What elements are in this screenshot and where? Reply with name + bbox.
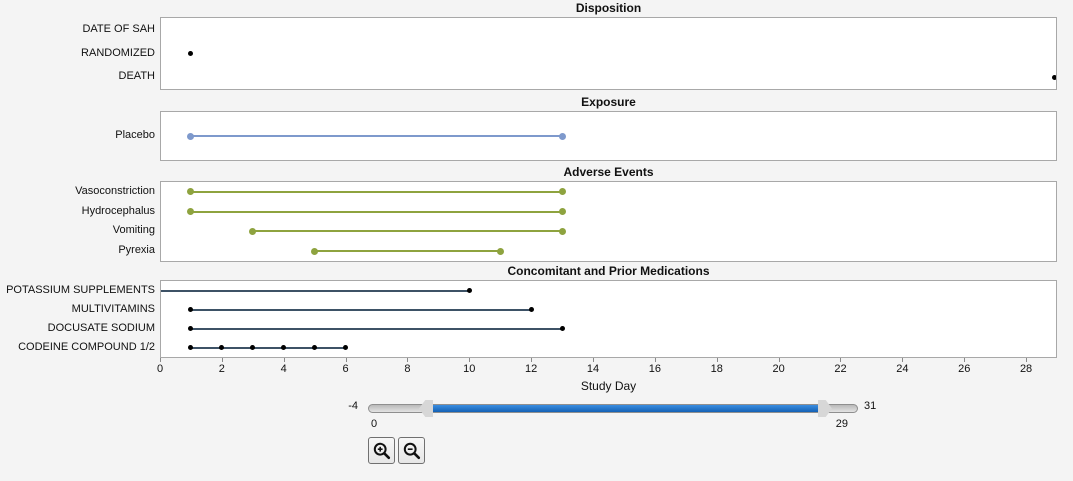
row-label-multivitamins: MULTIVITAMINS (71, 302, 155, 315)
x-axis-title: Study Day (580, 379, 637, 393)
row-label-hydrocephalus: Hydrocephalus (81, 204, 155, 217)
axis-tick-label: 26 (958, 363, 971, 375)
panel-title-disposition: Disposition (575, 1, 642, 15)
axis-tick-label: 0 (156, 363, 164, 375)
zoom-toolbar (368, 437, 425, 464)
axis-tick (593, 358, 595, 362)
timeline-point-hydrocephalus[interactable] (558, 208, 566, 216)
axis-tick (964, 358, 966, 362)
axis-tick (345, 358, 347, 362)
axis-tick-label: 20 (772, 363, 785, 375)
timeline-point-pyrexia[interactable] (496, 247, 504, 255)
timeline-point-randomized[interactable] (188, 51, 194, 56)
timeline-point-codeine-compound-1-2[interactable] (312, 345, 318, 350)
slider-left-handle[interactable] (419, 400, 433, 417)
timeline-point-codeine-compound-1-2[interactable] (281, 345, 287, 350)
axis-tick-label: 22 (834, 363, 847, 375)
axis-tick-label: 2 (218, 363, 225, 375)
timeline-point-codeine-compound-1-2[interactable] (343, 345, 349, 350)
axis-tick (531, 358, 533, 362)
zoom-out-button[interactable] (398, 437, 425, 464)
axis-tick (902, 358, 904, 362)
timeline-bar-vasoconstriction[interactable] (190, 190, 563, 193)
axis-tick (160, 358, 161, 362)
timeline-point-vomiting[interactable] (558, 227, 566, 235)
axis-tick (407, 358, 409, 362)
slider-min-label: -4 (348, 400, 358, 412)
timeline-point-placebo[interactable] (558, 132, 566, 140)
axis-tick-label: 4 (280, 363, 287, 375)
panel-title-adverse-events: Adverse Events (563, 165, 654, 179)
slider-track[interactable] (368, 400, 858, 417)
axis-tick (716, 358, 718, 362)
row-label-codeine-compound-1-2: CODEINE COMPOUND 1/2 (18, 340, 155, 353)
axis-tick-label: 16 (648, 363, 662, 375)
axis-tick-label: 6 (342, 363, 349, 375)
row-label-docusate-sodium: DOCUSATE SODIUM (47, 321, 155, 334)
slider-low-value: 0 (371, 418, 378, 430)
timeline-point-codeine-compound-1-2[interactable] (219, 345, 225, 350)
timeline-bar-vomiting[interactable] (252, 230, 563, 233)
panel-disposition (160, 17, 1057, 90)
axis-tick (221, 358, 223, 362)
axis-tick-label: 18 (710, 363, 723, 375)
timeline-point-potassium-supplements[interactable] (466, 288, 472, 293)
row-label-death: DEATH (118, 70, 155, 83)
panel-title-concomitant-and-prior-medications: Concomitant and Prior Medications (507, 264, 710, 278)
timeline-point-vasoconstriction[interactable] (187, 188, 195, 196)
timeline-point-multivitamins[interactable] (528, 307, 534, 312)
row-label-vomiting: Vomiting (112, 224, 155, 237)
timeline-bar-docusate-sodium[interactable] (190, 327, 563, 330)
slider-max-label: 31 (864, 400, 877, 412)
row-label-potassium-supplements: POTASSIUM SUPPLEMENTS (6, 283, 155, 296)
timeline-bar-placebo[interactable] (190, 135, 563, 137)
axis-tick (654, 358, 656, 362)
axis-tick-label: 28 (1019, 363, 1033, 375)
timeline-point-vomiting[interactable] (249, 227, 257, 235)
timeline-point-codeine-compound-1-2[interactable] (250, 345, 256, 350)
timeline-point-multivitamins[interactable] (188, 307, 194, 312)
timeline-bar-potassium-supplements[interactable] (161, 289, 470, 292)
row-label-date-of-sah: DATE OF SAH (82, 22, 155, 35)
panel-title-exposure: Exposure (581, 95, 636, 109)
row-label-vasoconstriction: Vasoconstriction (75, 184, 155, 197)
axis-tick-label: 10 (463, 363, 476, 375)
axis-tick (778, 358, 780, 362)
zoom-in-icon (373, 442, 390, 459)
timeline-bar-hydrocephalus[interactable] (190, 210, 563, 213)
timeline-point-pyrexia[interactable] (311, 247, 319, 255)
axis-tick (469, 358, 471, 362)
timeline-bar-multivitamins[interactable] (190, 308, 532, 311)
timeline-point-codeine-compound-1-2[interactable] (188, 345, 194, 350)
axis-tick (840, 358, 842, 362)
row-label-pyrexia: Pyrexia (118, 244, 155, 257)
panel-adverse-events (160, 181, 1057, 262)
axis-tick-label: 12 (525, 363, 538, 375)
slider-high-value: 29 (835, 418, 848, 430)
slider-selected-range[interactable] (426, 405, 825, 412)
timeline-point-docusate-sodium[interactable] (188, 326, 194, 331)
panel-concomitant-and-prior-medications (160, 280, 1057, 358)
axis-tick (283, 358, 285, 362)
timeline-point-placebo[interactable] (187, 132, 195, 140)
axis-tick (1026, 358, 1028, 362)
timeline-bar-pyrexia[interactable] (314, 250, 501, 253)
timeline-point-docusate-sodium[interactable] (559, 326, 565, 331)
axis-tick-label: 8 (404, 363, 411, 375)
zoom-out-icon (403, 442, 420, 459)
zoom-in-button[interactable] (368, 437, 395, 464)
slider-right-handle[interactable] (818, 400, 832, 417)
row-label-placebo: Placebo (115, 129, 155, 141)
timeline-point-hydrocephalus[interactable] (187, 208, 195, 216)
timeline-point-death[interactable] (1051, 74, 1056, 80)
timeline-point-vasoconstriction[interactable] (558, 188, 566, 196)
axis-tick-label: 24 (896, 363, 909, 375)
axis-tick-label: 14 (586, 363, 600, 375)
panel-exposure (160, 111, 1057, 161)
row-label-randomized: RANDOMIZED (81, 46, 155, 59)
timeline-bar-codeine-compound-1-2[interactable] (190, 346, 346, 349)
